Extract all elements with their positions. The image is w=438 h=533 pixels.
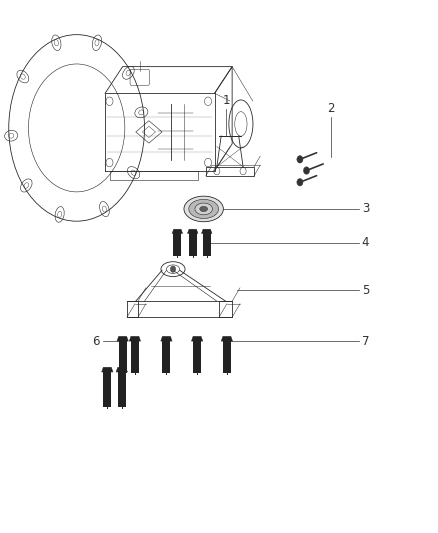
Ellipse shape bbox=[189, 199, 219, 219]
Polygon shape bbox=[102, 367, 113, 372]
Text: 6: 6 bbox=[92, 335, 100, 348]
Polygon shape bbox=[117, 336, 128, 341]
Polygon shape bbox=[187, 229, 198, 233]
Text: 3: 3 bbox=[362, 203, 369, 215]
Polygon shape bbox=[129, 336, 141, 341]
Polygon shape bbox=[116, 367, 127, 372]
Circle shape bbox=[297, 156, 303, 163]
Polygon shape bbox=[221, 336, 233, 341]
Polygon shape bbox=[161, 336, 172, 341]
Circle shape bbox=[297, 179, 303, 186]
Text: 2: 2 bbox=[327, 102, 335, 115]
Ellipse shape bbox=[200, 206, 208, 212]
Circle shape bbox=[170, 266, 176, 272]
Text: 5: 5 bbox=[362, 284, 369, 297]
Text: 1: 1 bbox=[223, 94, 230, 107]
Text: 4: 4 bbox=[362, 236, 369, 249]
Text: 7: 7 bbox=[362, 335, 369, 348]
Polygon shape bbox=[172, 229, 183, 233]
Circle shape bbox=[304, 167, 310, 174]
Polygon shape bbox=[201, 229, 212, 233]
Polygon shape bbox=[191, 336, 203, 341]
Ellipse shape bbox=[195, 203, 212, 215]
Ellipse shape bbox=[184, 196, 223, 222]
